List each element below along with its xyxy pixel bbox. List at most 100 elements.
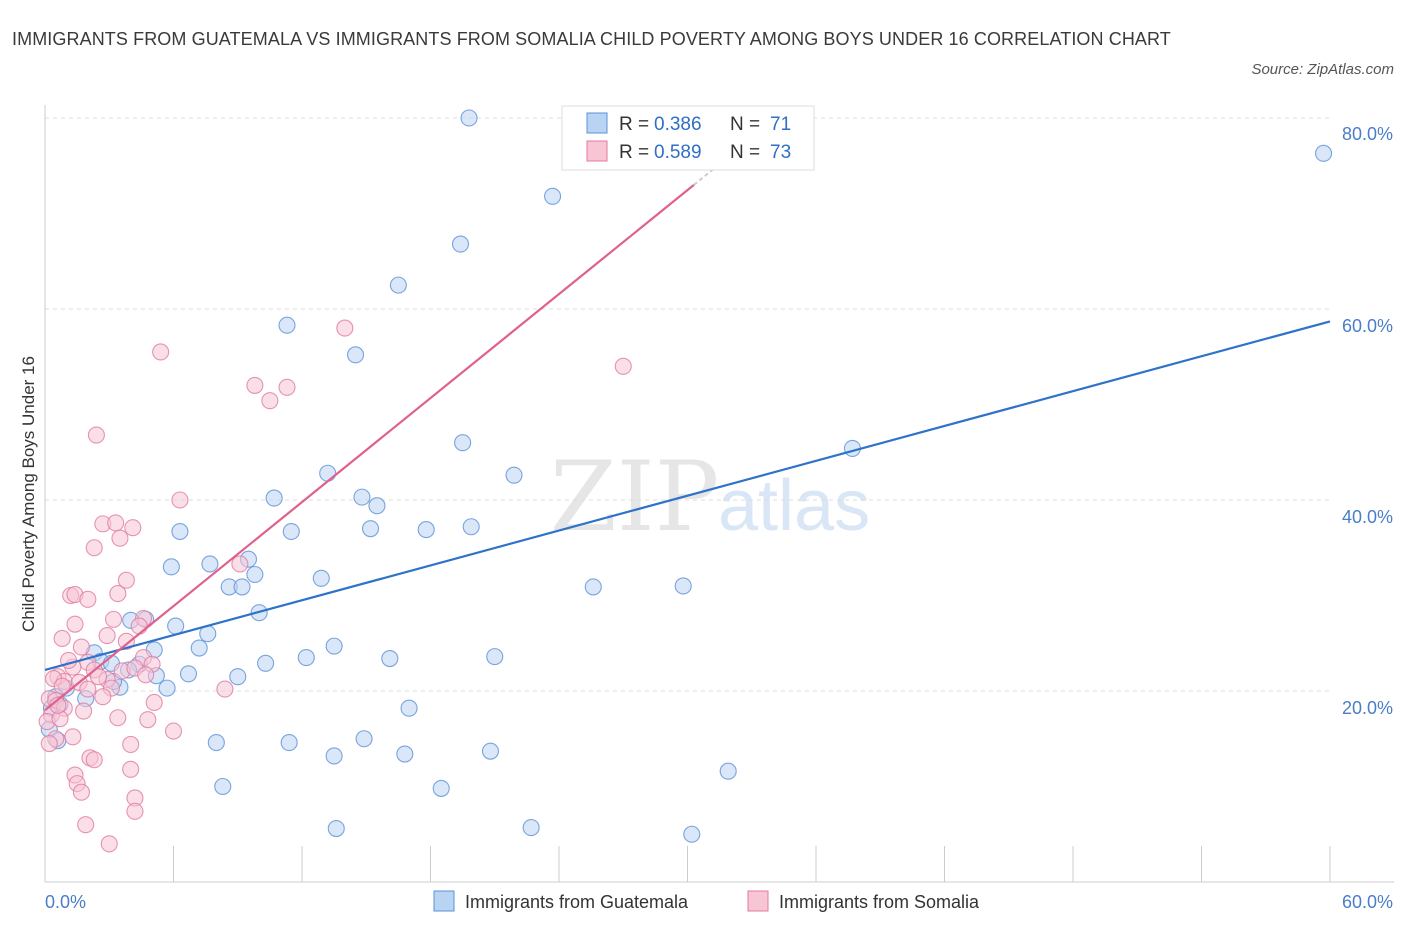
point-somalia bbox=[117, 571, 135, 589]
y-tick-label: 40.0% bbox=[1342, 507, 1393, 527]
point-somalia bbox=[66, 615, 84, 633]
point-guatemala bbox=[158, 679, 176, 697]
point-somalia bbox=[122, 735, 140, 754]
axes bbox=[44, 105, 1394, 883]
point-somalia bbox=[126, 802, 144, 820]
point-guatemala bbox=[327, 819, 345, 838]
point-guatemala bbox=[353, 488, 371, 506]
point-guatemala bbox=[368, 497, 386, 515]
legend-swatch-somalia bbox=[586, 140, 608, 162]
legend-swatch-guatemala bbox=[586, 112, 608, 134]
point-guatemala bbox=[282, 522, 300, 541]
point-guatemala bbox=[584, 578, 602, 596]
point-guatemala bbox=[325, 637, 343, 655]
point-guatemala bbox=[246, 565, 264, 584]
point-guatemala bbox=[454, 434, 472, 452]
point-somalia bbox=[137, 666, 155, 684]
trend-line-somalia bbox=[44, 183, 695, 711]
y-axis-title: Child Poverty Among Boys Under 16 bbox=[19, 356, 38, 632]
trend-line-guatemala bbox=[44, 320, 1331, 672]
legend-label-somalia: Immigrants from Somalia bbox=[779, 892, 980, 912]
point-somalia bbox=[261, 392, 279, 410]
point-somalia bbox=[79, 680, 97, 698]
point-somalia bbox=[278, 378, 296, 396]
point-guatemala bbox=[190, 639, 208, 657]
point-guatemala bbox=[355, 730, 373, 748]
point-guatemala bbox=[319, 464, 337, 482]
point-guatemala bbox=[297, 649, 315, 667]
x-tick-label: 60.0% bbox=[1342, 892, 1393, 912]
point-somalia bbox=[122, 760, 140, 778]
point-somalia bbox=[94, 688, 112, 706]
legend-r-value-somalia: 0.589 bbox=[654, 142, 702, 163]
point-somalia bbox=[109, 585, 127, 603]
point-guatemala bbox=[257, 654, 275, 672]
point-somalia bbox=[104, 610, 123, 628]
point-guatemala bbox=[544, 187, 562, 205]
point-guatemala bbox=[229, 668, 247, 686]
watermark-zip: ZIP bbox=[550, 441, 719, 553]
point-somalia bbox=[124, 519, 142, 537]
watermark-atlas: atlas bbox=[718, 466, 870, 546]
point-guatemala bbox=[325, 747, 343, 765]
top-legend: R = 0.386 N = 71 R = 0.589 N = 73 bbox=[561, 105, 815, 171]
x-tick-label: 0.0% bbox=[45, 892, 86, 912]
point-somalia bbox=[75, 702, 93, 720]
point-guatemala bbox=[346, 346, 365, 364]
point-guatemala bbox=[432, 779, 450, 797]
legend-swatch-guatemala bbox=[433, 890, 455, 912]
point-somalia bbox=[79, 590, 97, 608]
point-guatemala bbox=[312, 569, 330, 587]
point-somalia bbox=[246, 376, 264, 394]
point-somalia bbox=[117, 632, 135, 650]
legend-label-guatemala: Immigrants from Guatemala bbox=[465, 892, 689, 912]
point-somalia bbox=[614, 357, 632, 375]
point-guatemala bbox=[451, 235, 470, 253]
legend-n-value-somalia: 73 bbox=[770, 142, 791, 163]
point-somalia bbox=[40, 734, 58, 753]
y-tick-label: 60.0% bbox=[1342, 316, 1393, 336]
point-somalia bbox=[231, 555, 249, 573]
point-somalia bbox=[130, 617, 148, 635]
point-guatemala bbox=[400, 699, 418, 717]
point-somalia bbox=[53, 629, 71, 648]
point-somalia bbox=[145, 693, 163, 712]
series-somalia bbox=[38, 319, 632, 853]
point-guatemala bbox=[674, 577, 692, 595]
point-guatemala bbox=[171, 522, 189, 541]
point-guatemala bbox=[381, 649, 399, 668]
point-somalia bbox=[171, 491, 189, 509]
point-guatemala bbox=[481, 742, 500, 760]
grid-lines bbox=[45, 117, 1330, 692]
legend-swatch-somalia bbox=[747, 890, 769, 912]
chart-title: IMMIGRANTS FROM GUATEMALA VS IMMIGRANTS … bbox=[12, 29, 1171, 49]
point-somalia bbox=[109, 709, 127, 727]
point-guatemala bbox=[505, 466, 523, 484]
point-guatemala bbox=[201, 555, 219, 573]
point-somalia bbox=[64, 728, 82, 746]
y-tick-label: 80.0% bbox=[1342, 124, 1393, 144]
point-guatemala bbox=[280, 734, 298, 752]
point-guatemala bbox=[214, 777, 232, 796]
bottom-legend: Immigrants from Guatemala Immigrants fro… bbox=[433, 890, 980, 912]
point-somalia bbox=[87, 426, 105, 444]
point-guatemala bbox=[167, 617, 185, 635]
legend-n-value-guatemala: 71 bbox=[770, 114, 791, 135]
point-somalia bbox=[111, 529, 129, 547]
trend-lines bbox=[44, 161, 1331, 711]
legend-n-label: N = bbox=[730, 114, 760, 135]
point-guatemala bbox=[389, 276, 407, 294]
point-somalia bbox=[336, 319, 354, 337]
point-guatemala bbox=[396, 745, 414, 763]
y-tick-label: 20.0% bbox=[1342, 698, 1393, 718]
point-guatemala bbox=[233, 578, 251, 596]
point-somalia bbox=[77, 816, 95, 834]
point-guatemala bbox=[486, 648, 504, 666]
point-somalia bbox=[107, 514, 125, 532]
point-somalia bbox=[53, 677, 71, 695]
point-somalia bbox=[72, 783, 90, 801]
point-guatemala bbox=[719, 762, 737, 780]
legend-r-value-guatemala: 0.386 bbox=[654, 114, 702, 135]
point-somalia bbox=[164, 722, 183, 740]
